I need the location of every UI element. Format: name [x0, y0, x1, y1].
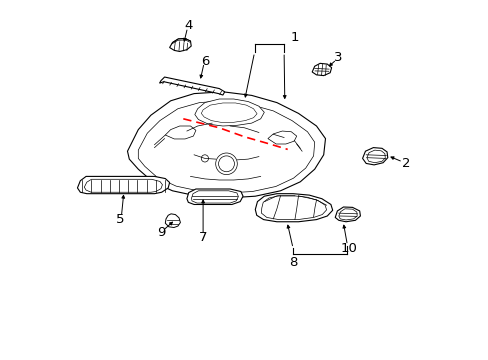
Text: 2: 2 — [402, 157, 410, 170]
Polygon shape — [127, 92, 325, 198]
Polygon shape — [362, 148, 387, 165]
Polygon shape — [159, 77, 224, 95]
Polygon shape — [186, 189, 243, 204]
Polygon shape — [191, 191, 238, 203]
Polygon shape — [366, 150, 385, 163]
Polygon shape — [194, 99, 264, 126]
Polygon shape — [261, 196, 326, 220]
Polygon shape — [201, 103, 257, 122]
Text: 7: 7 — [199, 231, 207, 244]
Polygon shape — [77, 176, 169, 194]
Polygon shape — [138, 101, 314, 193]
Polygon shape — [338, 209, 356, 220]
Text: 10: 10 — [340, 242, 357, 255]
Polygon shape — [165, 126, 196, 139]
Polygon shape — [335, 207, 360, 222]
Text: 4: 4 — [184, 19, 192, 32]
Polygon shape — [255, 194, 332, 222]
Text: 1: 1 — [290, 31, 299, 44]
Text: 6: 6 — [200, 55, 209, 68]
Text: 5: 5 — [116, 213, 124, 226]
Polygon shape — [165, 214, 180, 228]
Polygon shape — [267, 131, 296, 144]
Text: 8: 8 — [288, 256, 297, 269]
Text: 9: 9 — [157, 226, 165, 239]
Polygon shape — [169, 39, 191, 51]
Polygon shape — [311, 63, 331, 76]
Text: 3: 3 — [333, 51, 342, 64]
Polygon shape — [84, 179, 162, 192]
